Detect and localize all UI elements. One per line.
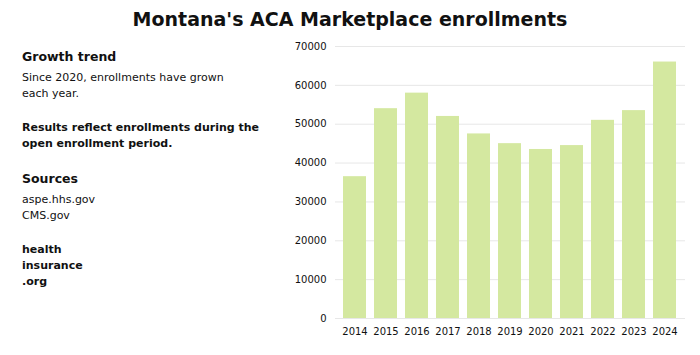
svg-text:2018: 2018	[466, 326, 491, 337]
svg-text:10000: 10000	[295, 274, 327, 285]
svg-text:2022: 2022	[590, 326, 615, 337]
svg-text:60000: 60000	[295, 80, 327, 91]
svg-text:2017: 2017	[435, 326, 460, 337]
svg-text:50000: 50000	[295, 118, 327, 129]
svg-text:40000: 40000	[295, 157, 327, 168]
html-text:Since 2020, enrollments have g: Since 2020, enrollments have grown each …	[22, 71, 224, 101]
svg-text:2023: 2023	[621, 326, 646, 337]
svg-text:20000: 20000	[295, 235, 327, 246]
svg-text:2024: 2024	[652, 326, 677, 337]
svg-text:2020: 2020	[528, 326, 553, 337]
svg-text:2016: 2016	[404, 326, 429, 337]
html-text:Montana's ACA Marketplace enro: Montana's ACA Marketplace enrollments	[132, 8, 568, 30]
svg-text:2014: 2014	[342, 326, 367, 337]
svg-text:30000: 30000	[295, 196, 327, 207]
svg-text:2021: 2021	[559, 326, 584, 337]
html-text:Sources: Sources	[22, 170, 78, 186]
html-text:Growth trend: Growth trend	[22, 49, 117, 64]
svg-text:0: 0	[320, 313, 326, 324]
html-text:aspe.hhs.gov CMS.gov: aspe.hhs.gov CMS.gov	[22, 193, 96, 222]
html-text:Results reflect enrollments du: Results reflect enrollments during the o…	[22, 121, 259, 150]
html-text:health insurance .org: health insurance .org	[22, 242, 83, 288]
svg-text:2015: 2015	[373, 326, 398, 337]
svg-text:2019: 2019	[497, 326, 522, 337]
svg-text:70000: 70000	[295, 41, 327, 52]
